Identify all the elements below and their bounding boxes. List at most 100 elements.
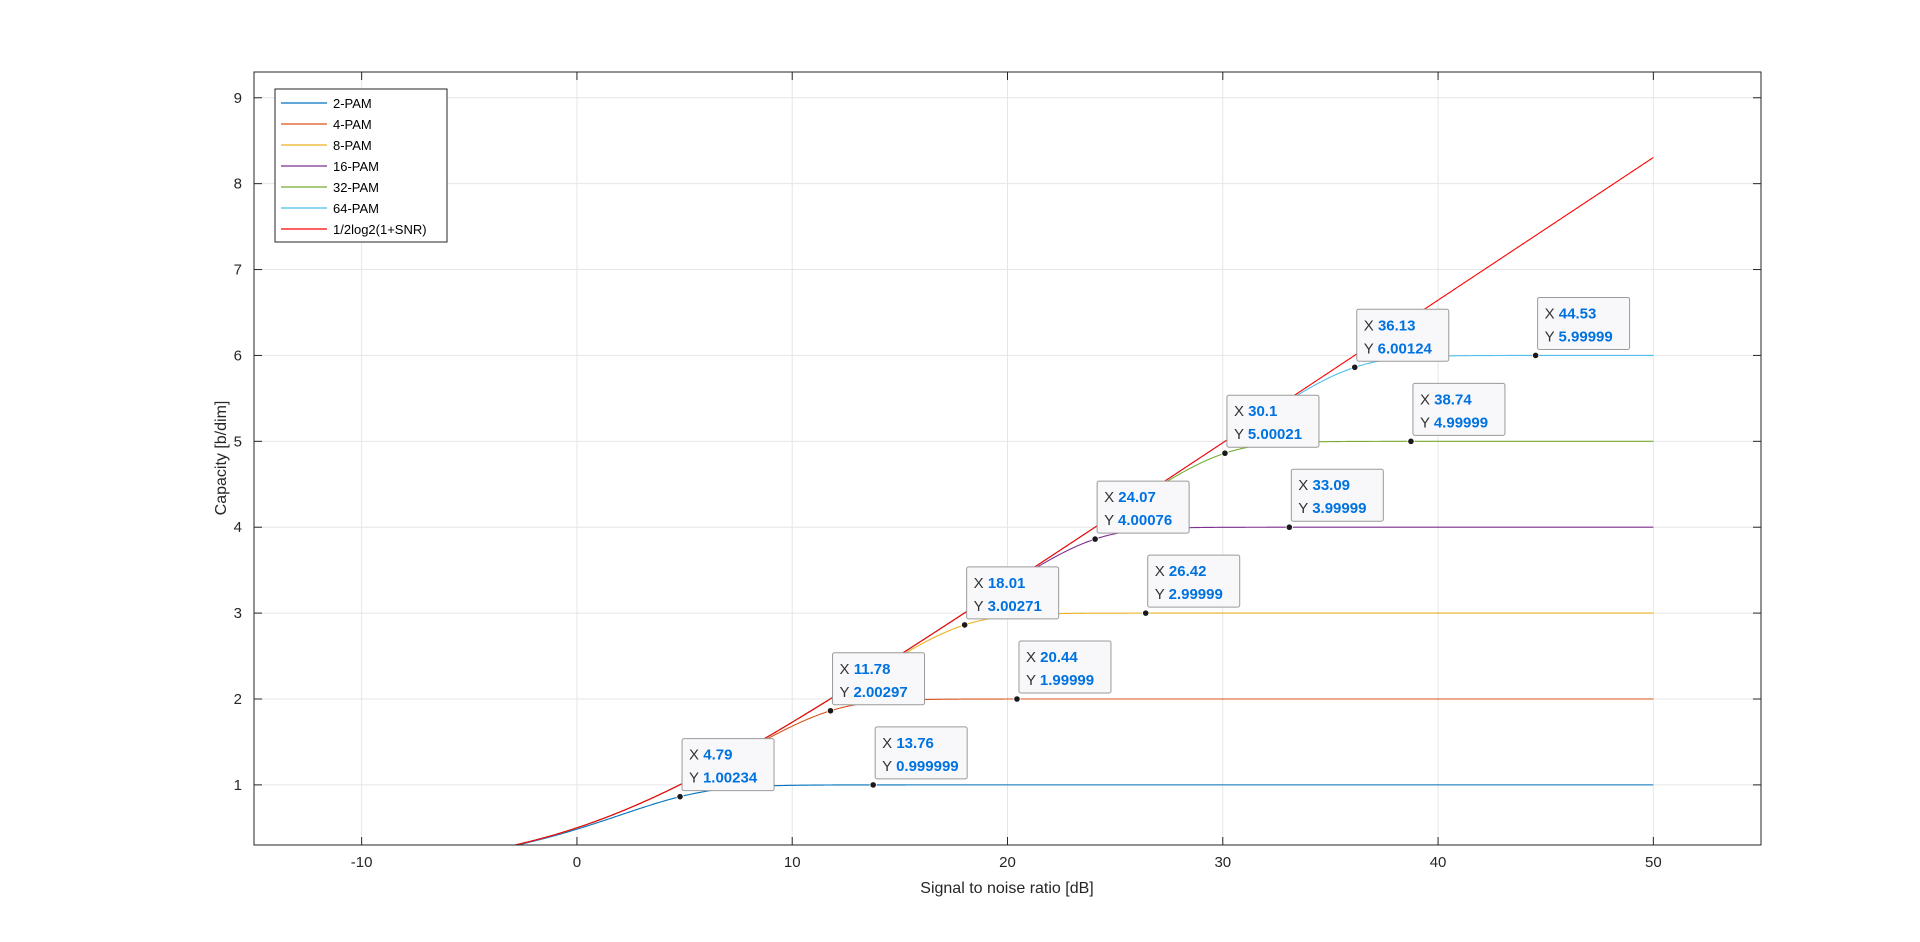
y-tick-label: 9 xyxy=(234,90,242,107)
datatip-x-value: 11.78 xyxy=(854,661,891,678)
datatip-y-key: Y xyxy=(974,598,988,615)
datatip-x-value: 24.07 xyxy=(1118,489,1156,506)
datatip-y-key: Y xyxy=(1026,672,1040,689)
x-tick-label: -10 xyxy=(351,854,373,871)
legend-label: 2-PAM xyxy=(333,96,372,111)
datatip-y-row: Y 6.00124 xyxy=(1364,340,1433,357)
x-axis-label: Signal to noise ratio [dB] xyxy=(920,880,1093,897)
datatip-y-key: Y xyxy=(1545,328,1559,345)
datatip-x-key: X xyxy=(1545,305,1559,322)
datatip[interactable]: X 30.1Y 5.00021 xyxy=(1221,394,1320,457)
datatip[interactable]: X 20.44 Y 1.99999 xyxy=(1013,640,1112,703)
datatip-y-key: Y xyxy=(1234,426,1248,443)
datatip-y-row: Y 3.99999 xyxy=(1298,500,1366,517)
datatip-marker[interactable] xyxy=(1407,437,1415,445)
datatip-y-row: Y 0.999999 xyxy=(882,758,958,775)
legend-item[interactable]: 32-PAM xyxy=(281,180,379,195)
datatip-y-key: Y xyxy=(689,770,703,787)
legend-label: 8-PAM xyxy=(333,138,372,153)
datatip-marker[interactable] xyxy=(676,793,684,801)
datatip-y-key: Y xyxy=(1104,512,1118,529)
datatip-marker[interactable] xyxy=(1531,351,1540,360)
datatip-y-value: 2.99999 xyxy=(1169,586,1223,603)
datatip-x-row: X 44.53 xyxy=(1545,305,1597,322)
datatip-y-row: Y 5.99999 xyxy=(1545,328,1613,345)
datatip-x-key: X xyxy=(1298,477,1312,494)
datatip[interactable]: X 33.09 Y 3.99999 xyxy=(1285,468,1384,531)
datatip-box xyxy=(1537,296,1631,350)
y-tick-label: 6 xyxy=(234,347,242,364)
datatip-x-key: X xyxy=(1155,563,1169,580)
y-tick-label: 2 xyxy=(234,691,242,708)
datatip[interactable]: X 18.01Y 3.00271 xyxy=(961,566,1060,629)
y-tick-label: 4 xyxy=(234,519,242,536)
datatip-y-row: Y 4.00076 xyxy=(1104,512,1172,529)
datatip[interactable]: X 24.07 Y 4.00076 xyxy=(1091,480,1190,543)
legend-item[interactable]: 8-PAM xyxy=(281,138,372,153)
x-tick-label: 0 xyxy=(573,854,581,871)
datatip-y-row: Y 3.00271 xyxy=(974,598,1042,615)
datatip[interactable]: X 11.78Y 2.00297 xyxy=(826,652,926,715)
datatip-x-row: X 4.79 xyxy=(689,747,732,764)
datatip-marker[interactable] xyxy=(1142,609,1150,617)
datatip-y-row: Y 1.99999 xyxy=(1026,672,1094,689)
y-axis-label: Capacity [b/dim] xyxy=(213,401,230,516)
datatip-x-value: 26.42 xyxy=(1169,563,1207,580)
datatip-y-key: Y xyxy=(882,758,896,775)
datatip-box xyxy=(1412,382,1506,436)
datatip-x-key: X xyxy=(689,747,703,764)
datatip-x-value: 13.76 xyxy=(896,735,934,752)
datatip-y-row: Y 4.99999 xyxy=(1420,414,1488,431)
datatip-x-row: X 30.1 xyxy=(1234,403,1277,420)
datatip-y-value: 4.99999 xyxy=(1434,414,1488,431)
datatip[interactable]: X 13.76Y 0.999999 xyxy=(869,726,968,789)
legend-item[interactable]: 1/2log2(1+SNR) xyxy=(281,222,427,237)
datatip-y-value: 0.999999 xyxy=(896,758,959,775)
legend-item[interactable]: 16-PAM xyxy=(281,159,379,174)
datatip-x-key: X xyxy=(1026,649,1040,666)
legend-item[interactable]: 4-PAM xyxy=(281,117,372,132)
datatip[interactable]: X 26.42Y 2.99999 xyxy=(1142,554,1241,617)
datatip-y-value: 3.99999 xyxy=(1312,500,1366,517)
x-tick-label: 30 xyxy=(1214,854,1231,871)
datatip-x-key: X xyxy=(1234,403,1248,420)
y-tick-label: 1 xyxy=(234,777,242,794)
datatip-x-key: X xyxy=(1104,489,1118,506)
datatip-marker[interactable] xyxy=(1013,695,1021,703)
datatip-x-value: 33.09 xyxy=(1312,477,1350,494)
datatip-x-key: X xyxy=(1364,317,1378,334)
y-tick-label: 5 xyxy=(234,433,242,450)
datatip-y-value: 1.00234 xyxy=(703,770,758,787)
datatip[interactable]: X 4.79Y 1.00234 xyxy=(676,738,775,801)
datatip-x-value: 30.1 xyxy=(1248,403,1277,420)
datatip-marker[interactable] xyxy=(961,621,969,629)
datatip-x-value: 20.44 xyxy=(1040,649,1078,666)
datatip-marker[interactable] xyxy=(1091,535,1099,543)
legend-item[interactable]: 64-PAM xyxy=(281,201,379,216)
datatip-marker[interactable] xyxy=(826,707,835,715)
datatip[interactable]: X 36.13 Y 6.00124 xyxy=(1351,308,1450,371)
datatip-y-key: Y xyxy=(840,684,854,701)
legend[interactable]: 2-PAM 4-PAM 8-PAM 16-PAM 32-PAM 64-PAM 1/2log2… xyxy=(274,88,448,243)
datatip-x-value: 36.13 xyxy=(1378,317,1416,334)
datatip-box xyxy=(832,652,926,706)
datatip-marker[interactable] xyxy=(1285,523,1293,531)
series-line-2-pam[interactable] xyxy=(512,784,1654,846)
datatip-box xyxy=(1096,480,1190,534)
datatip-marker[interactable] xyxy=(869,781,877,789)
datatip[interactable]: X 44.53 Y 5.99999 xyxy=(1531,296,1631,360)
datatip-box xyxy=(1147,554,1241,608)
datatip-x-value: 4.79 xyxy=(703,747,732,764)
datatip-y-row: Y 2.00297 xyxy=(840,684,908,701)
legend-label: 1/2log2(1+SNR) xyxy=(333,222,427,237)
datatip-x-row: X 20.44 xyxy=(1026,649,1078,666)
legend-label: 32-PAM xyxy=(333,180,379,195)
legend-item[interactable]: 2-PAM xyxy=(281,96,372,111)
x-tick-label: 20 xyxy=(999,854,1016,871)
datatip[interactable]: X 38.74Y 4.99999 xyxy=(1407,382,1506,445)
datatip-marker[interactable] xyxy=(1351,363,1359,371)
datatip-marker[interactable] xyxy=(1221,449,1229,457)
datatip-box xyxy=(1018,640,1112,694)
